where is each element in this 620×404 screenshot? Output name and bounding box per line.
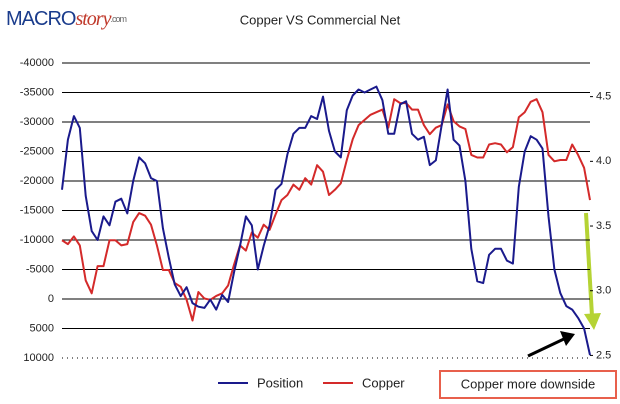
y-tick-label: -35000 (20, 86, 54, 98)
y-tick-label: 0 (48, 293, 54, 305)
y-tick-label: -30000 (20, 116, 54, 128)
logo-accent: story (75, 8, 111, 30)
y-tick-label: -10000 (20, 234, 54, 246)
y2-tick-label: 4.0 (596, 155, 611, 167)
y-tick-label: -15000 (20, 204, 54, 216)
legend-label: Copper (362, 375, 405, 390)
annotation-box (439, 370, 617, 399)
y2-tick-label: 4.5 (596, 91, 611, 103)
y-tick-label: -40000 (20, 57, 54, 69)
series-line (61, 85, 591, 356)
green-arrow (584, 212, 601, 330)
y-tick-label: 10000 (23, 352, 54, 364)
black-arrow (527, 331, 575, 358)
annotation: Copper more downside (461, 376, 595, 391)
y2-tick-label: 2.5 (596, 349, 611, 361)
logo: MACROstory.com (6, 8, 126, 31)
legend-label: Position (257, 375, 303, 390)
y-tick-label: -5000 (26, 263, 54, 275)
logo-main: MACRO (6, 8, 76, 30)
y2-tick-label: 3.0 (596, 285, 611, 297)
y-tick-label: -25000 (20, 145, 54, 157)
y-tick-label: -20000 (20, 175, 54, 187)
logo-suffix: .com (110, 14, 126, 24)
y-tick-label: 5000 (30, 322, 54, 334)
chart-title: Copper VS Commercial Net (240, 12, 401, 27)
series-line (61, 98, 591, 322)
y2-tick-label: 3.5 (596, 220, 611, 232)
